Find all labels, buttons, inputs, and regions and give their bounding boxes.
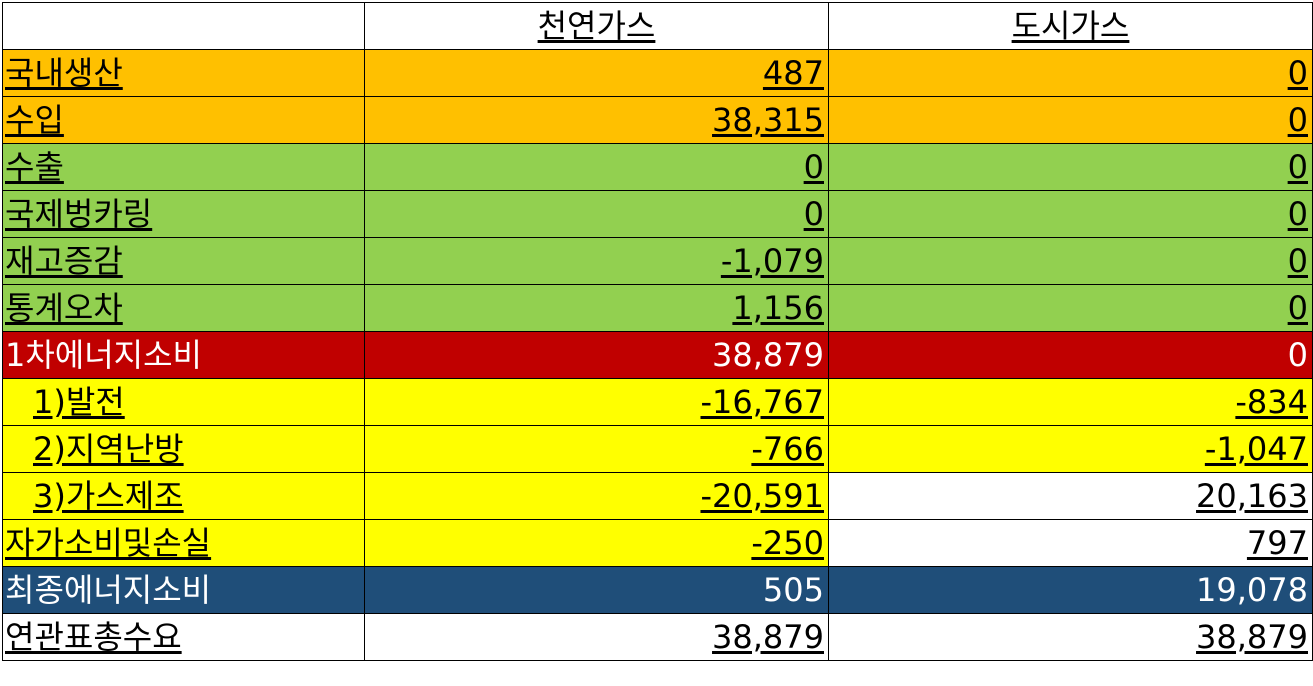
natural-gas-cell[interactable]: 0 — [364, 143, 829, 191]
row-power-generation: 1)발전 -16,767 -834 — [2, 378, 1313, 426]
row-label[interactable]: 3)가스제조 — [2, 472, 365, 520]
natural-gas-cell[interactable]: -20,591 — [364, 472, 829, 520]
row-label[interactable]: 수입 — [2, 96, 365, 144]
energy-balance-table: 천연가스 도시가스 국내생산 487 0 수입 38,315 0 수출 0 0 … — [2, 2, 1313, 661]
city-gas-cell[interactable]: 38,879 — [828, 613, 1313, 661]
row-label[interactable]: 재고증감 — [2, 237, 365, 285]
row-label[interactable]: 국제벙카링 — [2, 190, 365, 238]
natural-gas-cell[interactable]: 1,156 — [364, 284, 829, 332]
city-gas-cell[interactable]: 797 — [828, 519, 1313, 567]
city-gas-cell[interactable]: 0 — [828, 237, 1313, 285]
row-total-demand: 연관표총수요 38,879 38,879 — [2, 613, 1313, 661]
natural-gas-cell[interactable]: -16,767 — [364, 378, 829, 426]
city-gas-cell[interactable]: 0 — [828, 190, 1313, 238]
city-gas-cell[interactable]: -834 — [828, 378, 1313, 426]
row-statistical-error: 통계오차 1,156 0 — [2, 284, 1313, 332]
city-gas-cell[interactable]: 20,163 — [828, 472, 1313, 520]
column-header-city-gas[interactable]: 도시가스 — [828, 2, 1313, 50]
row-gas-manufacturing: 3)가스제조 -20,591 20,163 — [2, 472, 1313, 520]
row-final-consumption: 최종에너지소비 505 19,078 — [2, 566, 1313, 614]
row-district-heating: 2)지역난방 -766 -1,047 — [2, 425, 1313, 473]
corner-cell[interactable] — [2, 2, 365, 50]
row-primary-consumption: 1차에너지소비 38,879 0 — [2, 331, 1313, 379]
natural-gas-cell[interactable]: 38,879 — [364, 613, 829, 661]
row-own-use-and-loss: 자가소비및손실 -250 797 — [2, 519, 1313, 567]
row-stock-change: 재고증감 -1,079 0 — [2, 237, 1313, 285]
natural-gas-cell[interactable]: 38,879 — [364, 331, 829, 379]
header-row: 천연가스 도시가스 — [2, 2, 1313, 50]
city-gas-cell[interactable]: 0 — [828, 331, 1313, 379]
natural-gas-cell[interactable]: 505 — [364, 566, 829, 614]
city-gas-cell[interactable]: 0 — [828, 143, 1313, 191]
row-domestic-production: 국내생산 487 0 — [2, 49, 1313, 97]
column-header-natural-gas[interactable]: 천연가스 — [364, 2, 829, 50]
natural-gas-cell[interactable]: 38,315 — [364, 96, 829, 144]
natural-gas-cell[interactable]: 0 — [364, 190, 829, 238]
city-gas-cell[interactable]: 19,078 — [828, 566, 1313, 614]
row-label[interactable]: 국내생산 — [2, 49, 365, 97]
city-gas-cell[interactable]: -1,047 — [828, 425, 1313, 473]
row-bunkering: 국제벙카링 0 0 — [2, 190, 1313, 238]
row-import: 수입 38,315 0 — [2, 96, 1313, 144]
natural-gas-cell[interactable]: -766 — [364, 425, 829, 473]
row-export: 수출 0 0 — [2, 143, 1313, 191]
natural-gas-cell[interactable]: 487 — [364, 49, 829, 97]
row-label[interactable]: 1차에너지소비 — [2, 331, 365, 379]
row-label[interactable]: 2)지역난방 — [2, 425, 365, 473]
row-label[interactable]: 수출 — [2, 143, 365, 191]
row-label[interactable]: 자가소비및손실 — [2, 519, 365, 567]
row-label[interactable]: 최종에너지소비 — [2, 566, 365, 614]
city-gas-cell[interactable]: 0 — [828, 284, 1313, 332]
natural-gas-cell[interactable]: -250 — [364, 519, 829, 567]
city-gas-cell[interactable]: 0 — [828, 96, 1313, 144]
natural-gas-cell[interactable]: -1,079 — [364, 237, 829, 285]
row-label[interactable]: 1)발전 — [2, 378, 365, 426]
row-label[interactable]: 연관표총수요 — [2, 613, 365, 661]
row-label[interactable]: 통계오차 — [2, 284, 365, 332]
city-gas-cell[interactable]: 0 — [828, 49, 1313, 97]
